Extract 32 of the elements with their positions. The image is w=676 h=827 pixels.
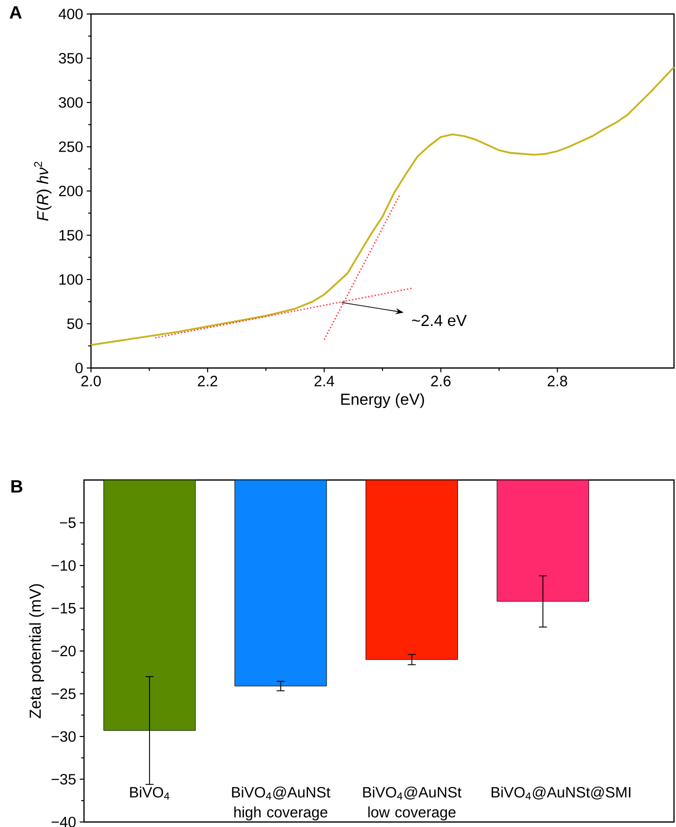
chart-title: A [10, 6, 22, 19]
y-axis-title: F(R) hν$^{2}$ [34, 162, 52, 221]
y-tick-label: −15 [52, 603, 76, 614]
chart-title: B [11, 480, 22, 493]
y-tick-label: 400 [58, 8, 83, 20]
y-tick-label: −5 [60, 518, 76, 528]
x-tick-label: BiVO$_{4}$ [130, 786, 170, 800]
y-tick-label: −10 [52, 560, 76, 571]
y-tick-label: 50 [67, 318, 83, 330]
x-tick-label: BiVO$_{4}$@AuNSt low coverage [363, 786, 462, 820]
x-axis-title: Energy (eV) [341, 393, 424, 408]
y-tick-label: 350 [58, 52, 83, 64]
y-axis-title: Zeta potential (mV) [29, 584, 44, 718]
x-tick-label: BiVO$_{4}$@AuNSt high coverage [232, 786, 330, 820]
y-tick-label: −35 [52, 774, 76, 785]
x-tick-label: BiVO$_{4}$@AuNSt@SMI [492, 786, 630, 800]
y-tick-label: −30 [52, 731, 76, 742]
y-tick-label: 150 [59, 230, 83, 241]
y-tick-label: 250 [59, 141, 83, 152]
x-tick-label: 2.8 [548, 376, 568, 386]
y-tick-label: 300 [58, 97, 83, 108]
x-tick-label: 2.6 [431, 376, 451, 386]
y-tick-label: 100 [59, 274, 83, 285]
y-tick-label: −25 [52, 688, 76, 700]
x-tick-label: 2.4 [314, 376, 334, 386]
y-tick-label: −40 [52, 816, 76, 827]
y-tick-label: 0 [75, 362, 83, 374]
y-tick-label: −20 [52, 646, 76, 656]
x-tick-label: 2.0 [81, 376, 101, 386]
x-tick-label: 2.2 [198, 376, 218, 386]
y-tick-label: 200 [59, 186, 83, 196]
annotation: ~2.4 eV [412, 314, 467, 326]
